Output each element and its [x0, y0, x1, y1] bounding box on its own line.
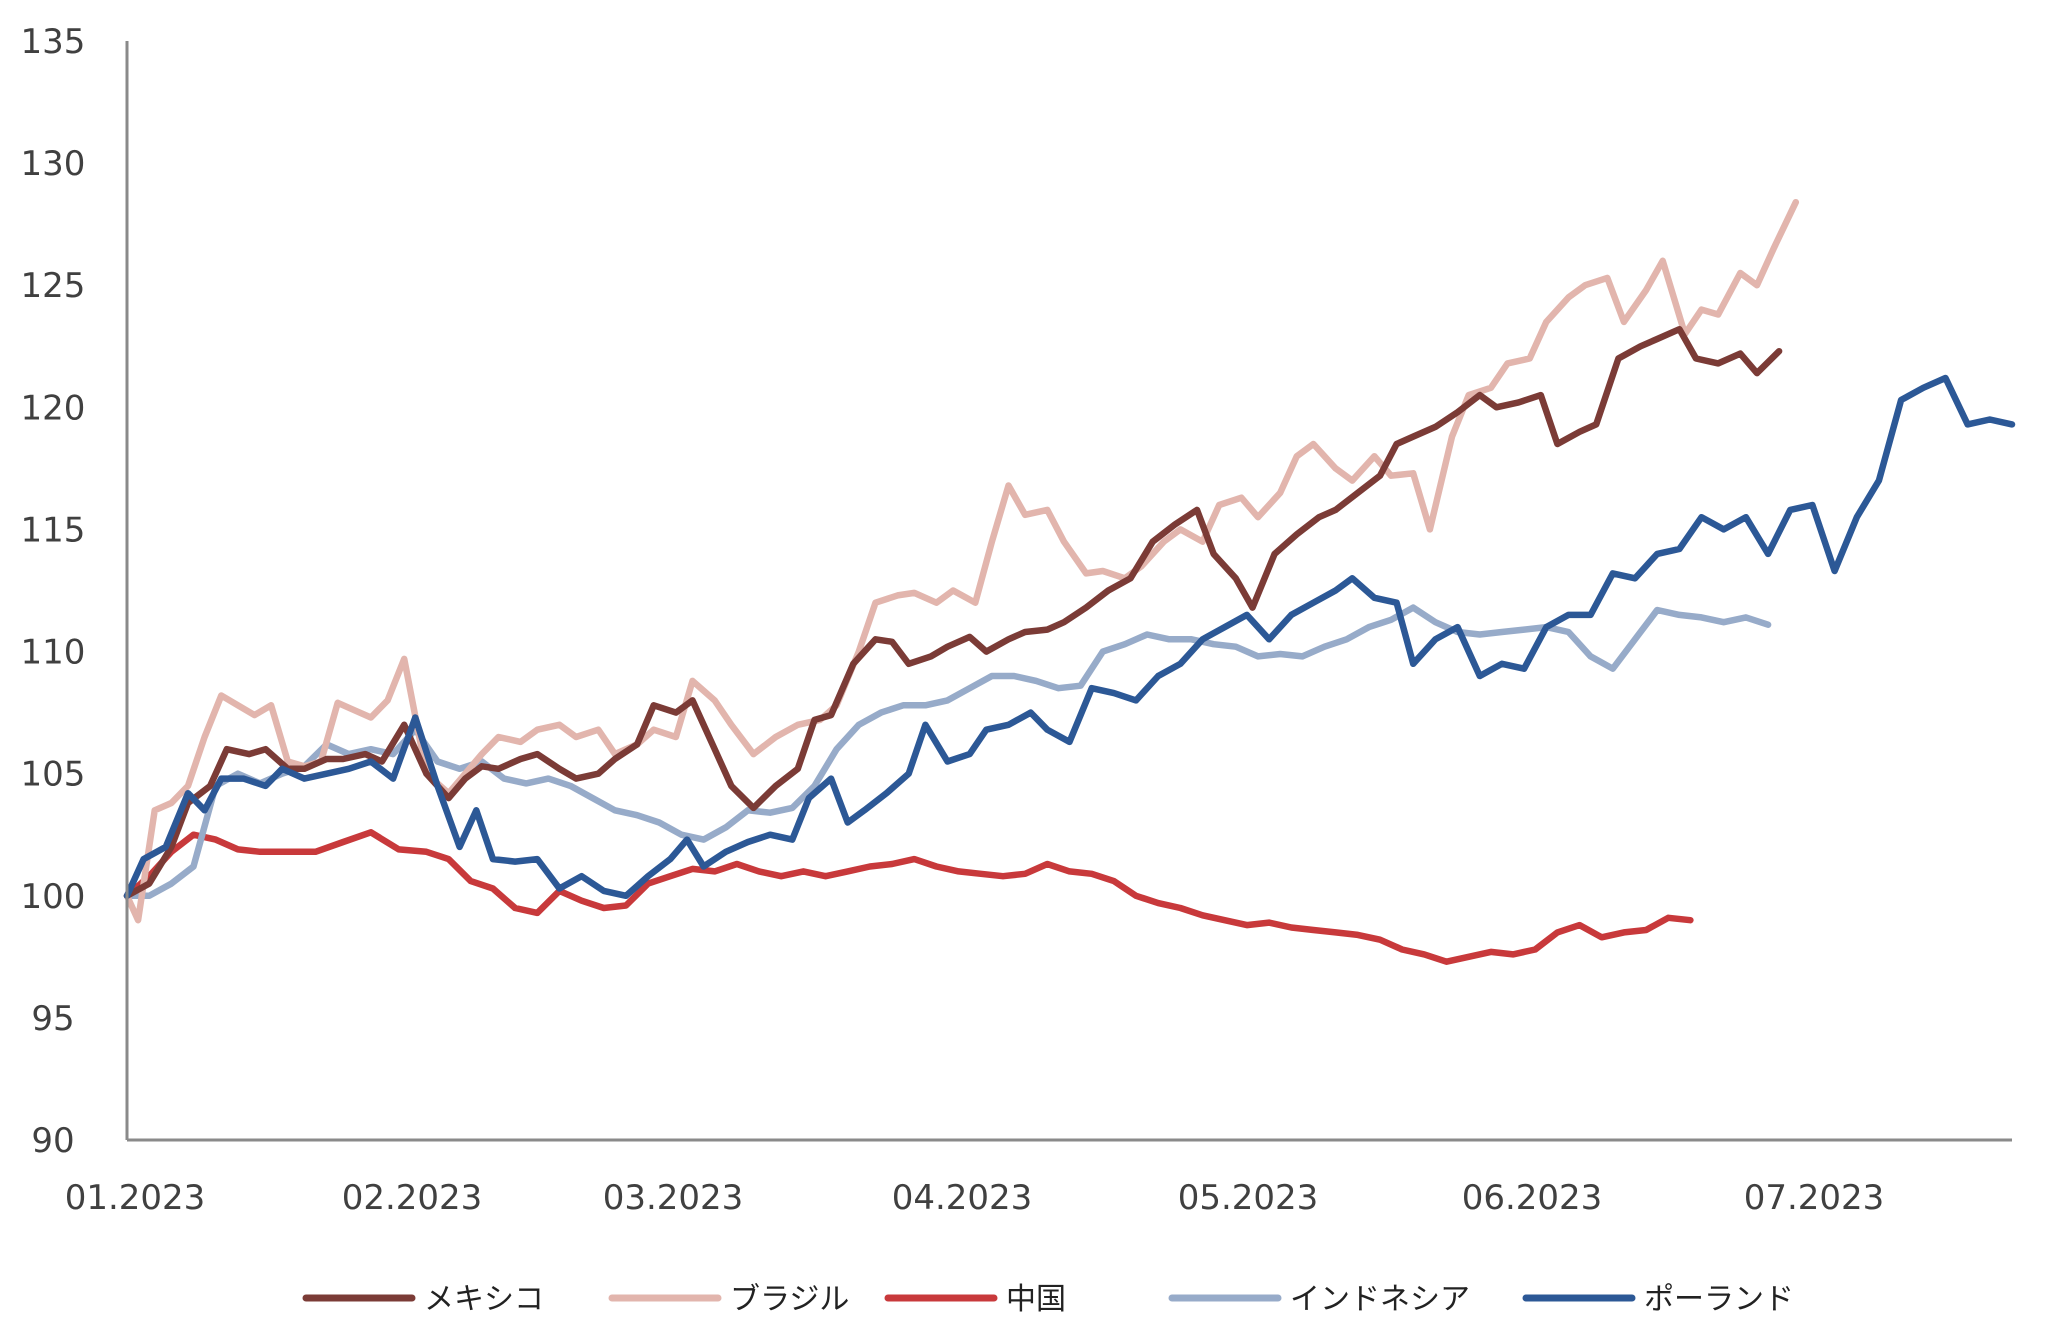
y-tick-label: 135	[21, 22, 86, 62]
y-tick-label: 120	[21, 388, 86, 428]
y-tick-label: 100	[21, 877, 86, 917]
legend-item: 中国	[884, 1282, 1066, 1317]
x-tick-label: 02.2023	[342, 1178, 483, 1218]
x-axis-ticks: 01.2023 02.2023 03.2023 04.2023 05.2023 06.20…	[65, 1178, 1885, 1218]
x-tick-label: 04.2023	[892, 1178, 1033, 1218]
series-line-4	[123, 604, 1772, 900]
series-layer	[123, 198, 2016, 965]
legend: メキシコ ブラジル 中国 インドネシア ポーランド	[302, 1282, 1794, 1317]
x-tick-label: 07.2023	[1744, 1178, 1885, 1218]
y-tick-label: 125	[21, 266, 86, 306]
legend-item: インドネシア	[1168, 1282, 1470, 1317]
series-line-2	[123, 198, 1800, 924]
y-axis-ticks: 90 95 100 105 110 115 120 125 130 135	[21, 22, 86, 1161]
legend-item: ポーランド	[1522, 1282, 1794, 1317]
x-tick-label: 06.2023	[1462, 1178, 1603, 1218]
legend-label: インドネシア	[1290, 1282, 1470, 1317]
legend-label: ポーランド	[1644, 1282, 1794, 1317]
y-tick-label: 90	[31, 1121, 74, 1161]
legend-label: メキシコ	[424, 1282, 544, 1317]
legend-item: メキシコ	[302, 1282, 544, 1317]
legend-item: ブラジル	[608, 1282, 849, 1317]
legend-label: 中国	[1006, 1282, 1066, 1317]
series-line-5	[123, 374, 2016, 900]
x-tick-label: 03.2023	[603, 1178, 744, 1218]
legend-label: ブラジル	[730, 1282, 849, 1317]
y-tick-label: 105	[21, 755, 86, 795]
y-tick-label: 130	[21, 144, 86, 184]
x-tick-label: 05.2023	[1178, 1178, 1319, 1218]
x-tick-label: 01.2023	[65, 1178, 206, 1218]
series-line-3	[123, 829, 1694, 965]
y-tick-label: 95	[31, 999, 74, 1039]
y-tick-label: 115	[21, 510, 86, 550]
y-tick-label: 110	[21, 633, 86, 673]
series-line-1	[123, 325, 1783, 900]
